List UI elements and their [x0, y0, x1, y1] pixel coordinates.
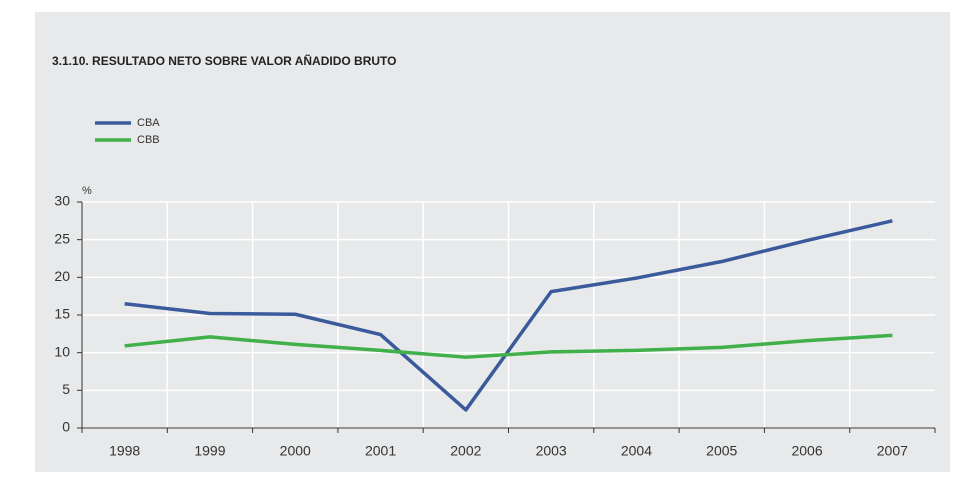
- x-tick-label: 2006: [791, 443, 822, 459]
- series-line: [124, 333, 893, 359]
- legend-label: CBB: [137, 134, 160, 146]
- x-tick-label: 1999: [194, 443, 225, 459]
- x-tick-label: 2003: [536, 443, 567, 459]
- y-tick-label: 10: [54, 343, 70, 359]
- x-tick-label: 2004: [621, 443, 652, 459]
- y-tick-label: 20: [54, 268, 70, 284]
- chart-title: 3.1.10. RESULTADO NETO SOBRE VALOR AÑADI…: [52, 53, 396, 68]
- y-tick-label: 30: [54, 193, 70, 209]
- legend-label: CBA: [137, 117, 160, 129]
- y-tick-label: 5: [62, 381, 70, 397]
- x-tick-label: 2000: [280, 443, 311, 459]
- x-tick-label: 2001: [365, 443, 396, 459]
- x-tick-label: 2007: [877, 443, 908, 459]
- y-tick-label: 0: [62, 419, 70, 435]
- panel: [35, 12, 950, 472]
- x-tick-label: 2002: [450, 443, 481, 459]
- series-line: [124, 219, 893, 412]
- y-axis-label: %: [82, 185, 92, 197]
- y-tick-label: 25: [54, 230, 70, 246]
- x-tick-label: 1998: [109, 443, 140, 459]
- x-tick-label: 2005: [706, 443, 737, 459]
- y-tick-label: 15: [54, 306, 70, 322]
